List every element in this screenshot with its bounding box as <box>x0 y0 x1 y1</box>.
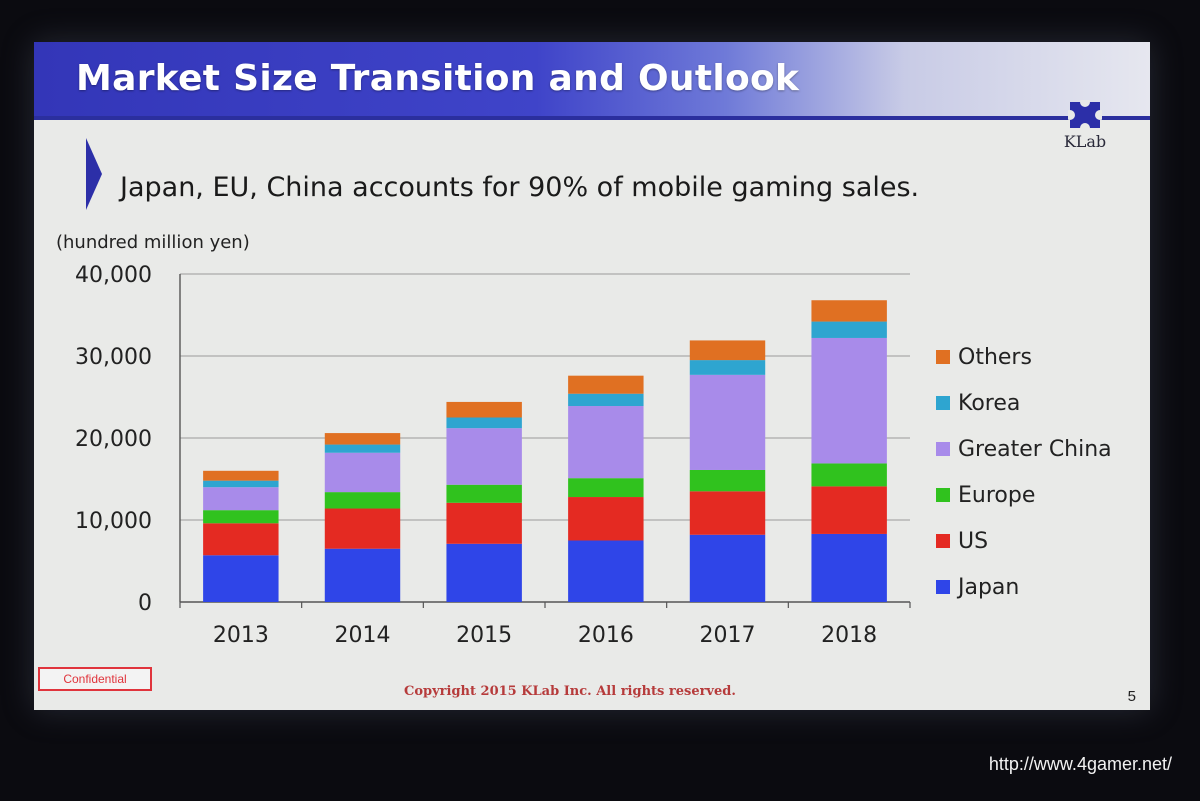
bar-segment-greater-china <box>203 487 279 511</box>
bar-segment-japan <box>324 548 401 602</box>
slide: Market Size Transition and Outlook KLab … <box>34 42 1150 710</box>
bar-segment-us <box>568 497 644 541</box>
x-tick-label: 2017 <box>700 623 756 648</box>
bar-segment-europe <box>203 510 279 524</box>
legend-swatch <box>936 534 950 548</box>
legend-label: Greater China <box>958 437 1112 462</box>
bar-segment-others <box>689 340 766 361</box>
slide-subtitle: Japan, EU, China accounts for 90% of mob… <box>120 172 920 203</box>
bar-segment-others <box>446 401 522 418</box>
bar-segment-japan <box>689 534 766 602</box>
unit-label: (hundred million yen) <box>56 232 250 253</box>
bar-segment-others <box>324 433 401 445</box>
bar-segment-us <box>689 491 766 535</box>
copyright-text: Copyright 2015 KLab Inc. All rights rese… <box>404 684 736 699</box>
bar-segment-us <box>203 523 279 556</box>
legend-label: US <box>958 529 988 554</box>
x-tick-label: 2018 <box>821 623 877 648</box>
subtitle-marker-icon <box>86 138 102 210</box>
legend-swatch <box>936 442 950 456</box>
bar-segment-korea <box>568 393 644 407</box>
bar-segment-korea <box>203 480 279 488</box>
confidential-label: Confidential <box>38 667 152 691</box>
title-bar <box>34 42 1150 120</box>
bar-segment-others <box>203 470 279 481</box>
bar-segment-europe <box>811 463 887 487</box>
y-tick-label: 30,000 <box>75 345 152 370</box>
slide-title: Market Size Transition and Outlook <box>76 58 800 99</box>
klab-logo: KLab <box>1050 100 1120 164</box>
bar-segment-greater-china <box>446 428 522 485</box>
bar-segment-greater-china <box>689 374 766 470</box>
bar-segment-europe <box>568 478 644 498</box>
legend-swatch <box>936 396 950 410</box>
bar-segment-greater-china <box>811 337 887 464</box>
bar-segment-korea <box>811 321 887 338</box>
legend-swatch <box>936 350 950 364</box>
bar-segment-japan <box>203 555 279 602</box>
logo-text: KLab <box>1063 132 1107 151</box>
legend-label: Others <box>958 345 1032 370</box>
bar-segment-europe <box>689 469 766 492</box>
y-tick-label: 20,000 <box>75 427 152 452</box>
y-tick-label: 0 <box>138 591 152 616</box>
legend-swatch <box>936 488 950 502</box>
x-tick-label: 2016 <box>578 623 634 648</box>
page-number: 5 <box>1127 688 1136 705</box>
bar-segment-korea <box>324 444 401 453</box>
bar-segment-europe <box>446 484 522 503</box>
legend-swatch <box>936 580 950 594</box>
legend-label: Japan <box>956 575 1019 600</box>
bar-segment-europe <box>324 492 401 509</box>
bar-segment-greater-china <box>324 452 401 493</box>
title-bar-edge <box>34 116 1150 120</box>
y-tick-label: 10,000 <box>75 509 152 534</box>
x-tick-label: 2013 <box>213 623 269 648</box>
bar-segment-japan <box>811 533 887 602</box>
y-tick-label: 40,000 <box>75 263 152 288</box>
watermark-url: http://www.4gamer.net/ <box>988 754 1172 774</box>
bar-segment-japan <box>568 540 644 602</box>
bar-segment-korea <box>446 417 522 429</box>
bar-segment-korea <box>689 360 766 375</box>
legend-label: Europe <box>958 483 1035 508</box>
stacked-bar-chart: 0 10,000 20,000 30,000 40,000 2013 2014 2015 201… <box>75 263 1112 648</box>
x-tick-label: 2015 <box>456 623 512 648</box>
bar-segment-japan <box>446 543 522 602</box>
bar-segment-others <box>568 375 644 394</box>
klab-logo-icon <box>1068 100 1102 130</box>
legend-label: Korea <box>958 391 1020 416</box>
bar-segment-us <box>446 502 522 544</box>
bar-segment-others <box>811 300 887 322</box>
x-tick-label: 2014 <box>335 623 391 648</box>
bar-segment-us <box>811 486 887 534</box>
bar-segment-us <box>324 508 401 549</box>
bar-segment-greater-china <box>568 406 644 479</box>
